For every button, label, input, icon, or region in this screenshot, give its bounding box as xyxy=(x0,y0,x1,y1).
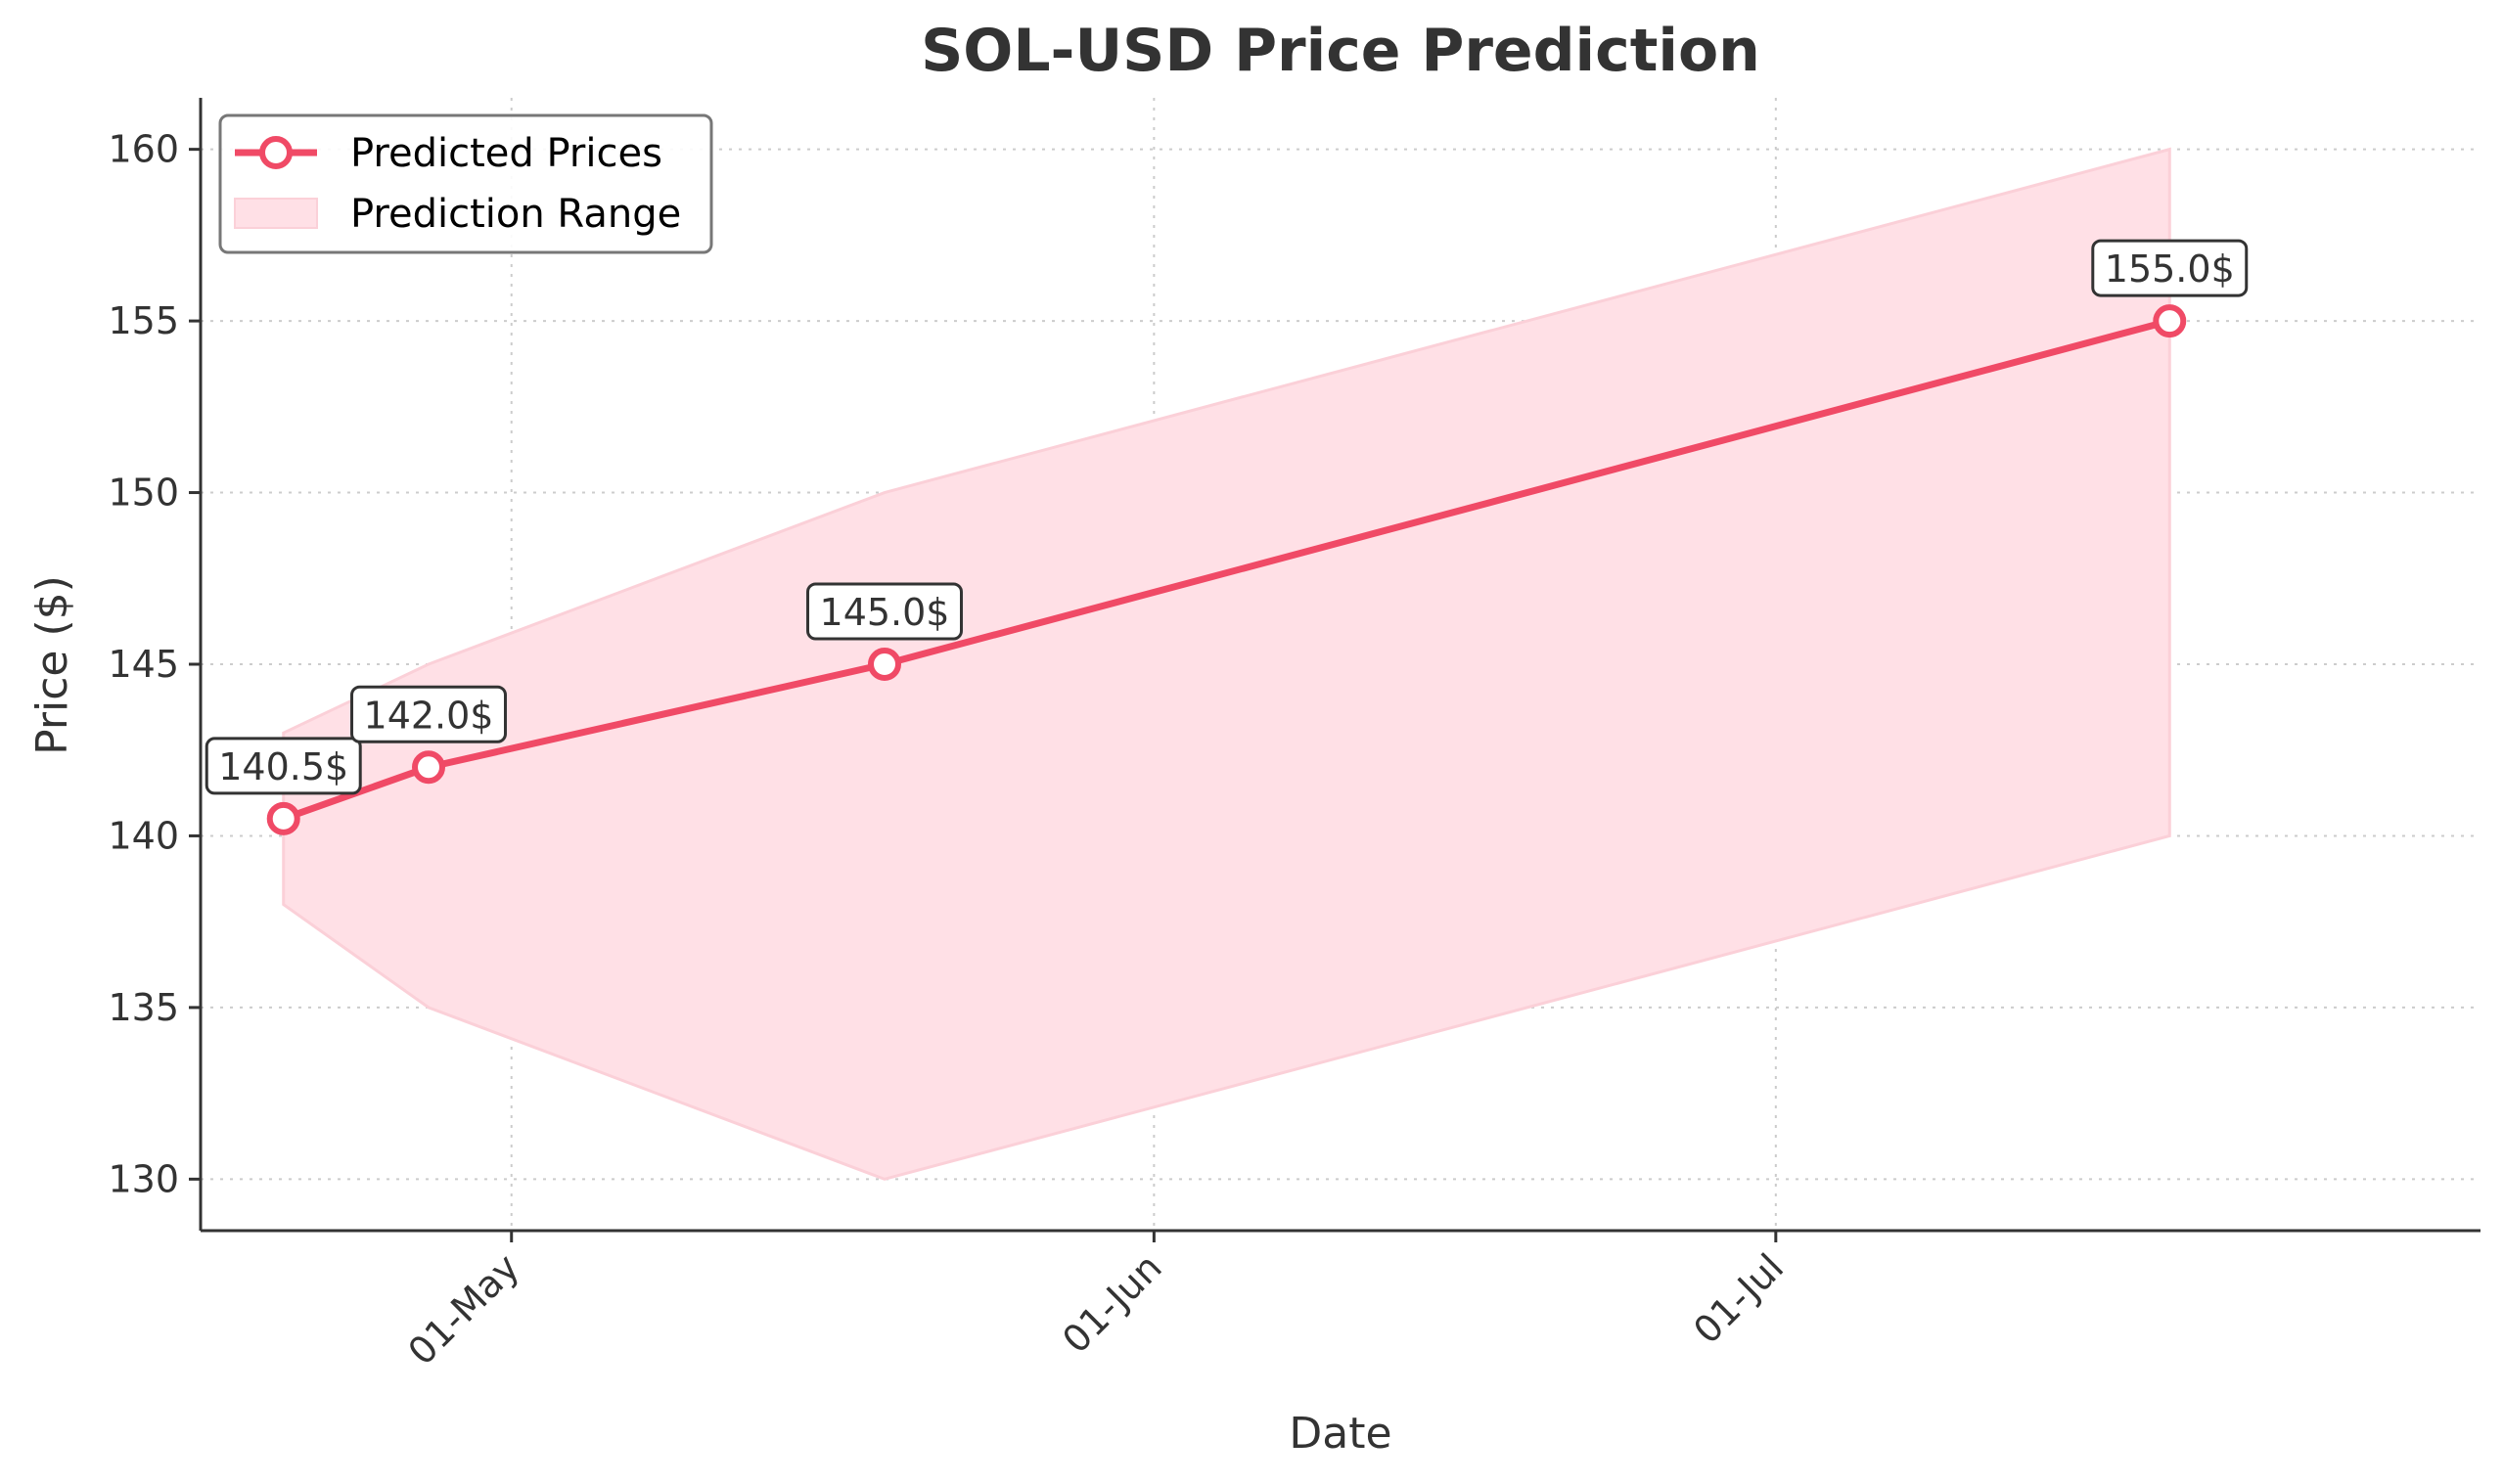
data-label-box xyxy=(2091,239,2249,297)
data-label: 140.5$ xyxy=(218,745,348,788)
y-axis-label: Price ($) xyxy=(27,575,77,755)
y-tick-label: 150 xyxy=(108,472,179,515)
data-label-box xyxy=(806,582,963,641)
chart-title: SOL-USD Price Prediction xyxy=(921,17,1760,85)
legend: Predicted Prices Prediction Range xyxy=(218,113,713,254)
prediction-range-band xyxy=(282,147,2171,1181)
data-label-box xyxy=(205,737,362,795)
y-tick-label: 145 xyxy=(108,643,179,686)
data-labels: 140.5$ 142.0$ 145.0$ 155.0$ xyxy=(205,239,2249,795)
y-tick-label: 155 xyxy=(108,299,179,342)
y-tick-label: 160 xyxy=(108,128,179,171)
data-point-marker xyxy=(2153,304,2187,338)
data-point-marker xyxy=(412,750,445,785)
x-axis-ticks: 01-May 01-Jun 01-Jul xyxy=(400,1231,1792,1373)
x-tick-label: 01-May xyxy=(400,1245,528,1373)
x-tick-label: 01-Jul xyxy=(1685,1245,1792,1352)
data-label: 155.0$ xyxy=(2105,247,2235,291)
legend-marker-swatch xyxy=(259,136,293,169)
x-axis-label: Date xyxy=(1289,1409,1391,1459)
legend-label-predicted-prices: Predicted Prices xyxy=(350,131,662,176)
data-point-marker xyxy=(266,801,300,835)
y-tick-label: 130 xyxy=(108,1157,179,1200)
y-axis-ticks: 130 135 140 145 150 155 160 xyxy=(108,128,201,1200)
data-label: 145.0$ xyxy=(820,591,950,634)
prediction-range-layer xyxy=(282,147,2171,1181)
data-label: 142.0$ xyxy=(364,694,494,737)
x-tick-label: 01-Jun xyxy=(1054,1245,1169,1361)
legend-range-swatch xyxy=(234,198,318,229)
y-tick-label: 140 xyxy=(108,814,179,857)
data-label-box xyxy=(350,685,507,743)
data-point-marker xyxy=(868,648,901,681)
y-tick-label: 135 xyxy=(108,986,179,1029)
legend-label-prediction-range: Prediction Range xyxy=(350,192,681,237)
legend-frame xyxy=(218,113,713,254)
